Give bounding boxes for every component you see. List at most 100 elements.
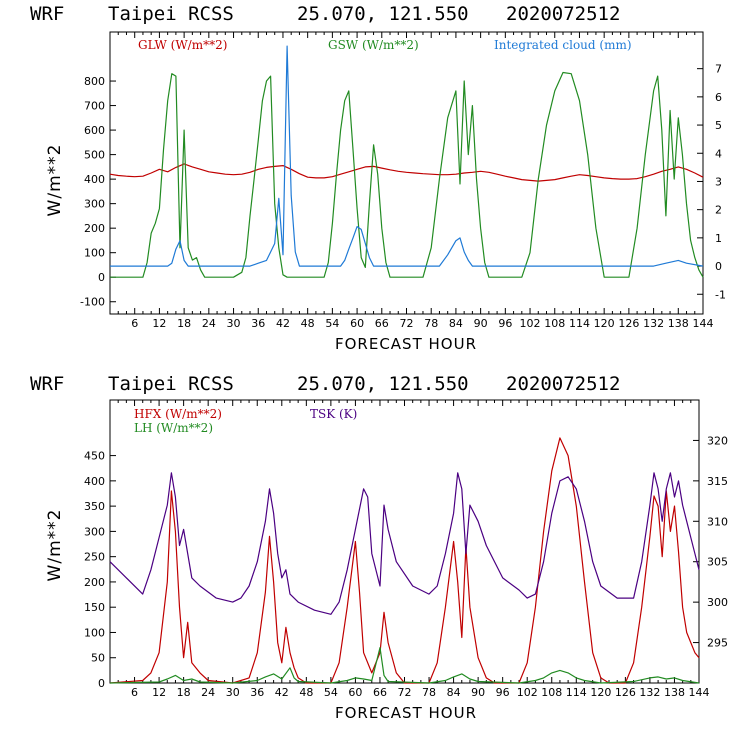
panel2-y2-tick-label: 295 [707, 637, 728, 650]
chart-panel-fluxes: WRF Taipei RCSS 25.070, 121.550 20200725… [30, 373, 728, 722]
panel1-y-tick-label: 300 [84, 198, 105, 211]
panel1-y-tick-label: 700 [84, 100, 105, 113]
panel1-axis-ticks: 6 12 18 24 30 36 42 48 54 60 66 72 78 84 90 96 102 108 114… [80, 32, 726, 330]
panel2-header-init: 2020072512 [506, 373, 620, 395]
panel1-header-init: 2020072512 [506, 3, 620, 25]
panel2-x-tick-label: 132 [639, 686, 660, 699]
panel1-x-tick-label: 78 [424, 317, 438, 330]
panel1-header-model: WRF [30, 3, 64, 25]
panel2-axis-ticks: 6 12 18 24 30 36 42 48 54 60 66 72 78 84 90 96 102 108 114… [84, 400, 728, 699]
panel1-header-station: Taipei RCSS [108, 3, 234, 25]
panel1-series-line-glw [109, 163, 704, 182]
panel2-x-tick-label: 54 [324, 686, 338, 699]
panel1-y-tick-label: 600 [84, 124, 105, 137]
panel1-x-tick-label: 114 [569, 317, 590, 330]
panel2-series-line-lh [109, 647, 700, 684]
panel2-y-axis-label: W/m**2 [45, 509, 65, 582]
panel1-y2-tick-label: 6 [715, 91, 722, 104]
panel2-series-line-tsk [109, 472, 700, 615]
panel1-x-tick-label: 42 [276, 317, 290, 330]
chart-panel-radiation: WRF Taipei RCSS 25.070, 121.550 20200725… [30, 3, 726, 353]
panel2-y-tick-label: 400 [84, 475, 105, 488]
panel1-x-tick-label: 90 [474, 317, 488, 330]
panel1-x-tick-label: 30 [227, 317, 241, 330]
panel1-series-line-integrated [110, 45, 704, 267]
panel1-y-tick-label: 500 [84, 149, 105, 162]
panel1-x-tick-label: 36 [251, 317, 265, 330]
panel2-x-tick-label: 12 [152, 686, 166, 699]
panel1-x-axis-label: FORECAST HOUR [335, 335, 477, 353]
panel2-x-tick-label: 36 [250, 686, 264, 699]
panel1-x-tick-label: 54 [325, 317, 339, 330]
panel2-y2-tick-label: 315 [707, 475, 728, 488]
panel1-y2-tick-label: 3 [715, 175, 722, 188]
panel1-x-tick-label: 84 [449, 317, 463, 330]
panel1-x-tick-label: 108 [544, 317, 565, 330]
panel1-x-tick-label: 48 [301, 317, 315, 330]
panel1-y-tick-label: 200 [84, 222, 105, 235]
panel2-y-tick-label: 250 [84, 551, 105, 564]
panel2-y-tick-label: 300 [84, 525, 105, 538]
panel2-x-tick-label: 60 [348, 686, 362, 699]
panel2-x-tick-label: 96 [496, 686, 510, 699]
panel1-x-tick-label: 60 [350, 317, 364, 330]
panel2-x-tick-label: 84 [447, 686, 461, 699]
panel1-series [109, 45, 704, 278]
panel1-y2-tick-label: -1 [715, 288, 726, 301]
panel1-series-line-gsw [110, 71, 704, 278]
panel1-x-tick-label: 144 [693, 317, 714, 330]
panel1-x-tick-label: 102 [520, 317, 541, 330]
panel1-y2-tick-label: 4 [715, 147, 722, 160]
panel2-header-coords: 25.070, 121.550 [297, 373, 469, 395]
panel1-x-tick-label: 126 [618, 317, 639, 330]
panel2-y2-tick-label: 320 [707, 434, 728, 447]
panel2-x-tick-label: 114 [566, 686, 587, 699]
panel2-x-tick-label: 24 [201, 686, 215, 699]
legend-lh: LH (W/m**2) [134, 421, 213, 435]
panel1-y2-tick-label: 7 [715, 63, 722, 76]
panel2-y2-tick-label: 305 [707, 556, 728, 569]
panel1-header-coords: 25.070, 121.550 [297, 3, 469, 25]
panel2-y-tick-label: 50 [91, 652, 105, 665]
legend-tsk: TSK (K) [310, 407, 357, 421]
panel1-plot-frame [109, 31, 704, 315]
panel2-x-tick-label: 102 [517, 686, 538, 699]
panel1-y2-tick-label: 2 [715, 204, 722, 217]
panel2-x-axis-label: FORECAST HOUR [335, 704, 477, 722]
panel2-x-tick-label: 42 [275, 686, 289, 699]
panel1-x-tick-label: 6 [131, 317, 138, 330]
panel1-x-tick-label: 18 [177, 317, 191, 330]
panel1-x-tick-label: 24 [202, 317, 216, 330]
panel2-y-tick-label: 350 [84, 500, 105, 513]
panel1-x-tick-label: 138 [668, 317, 689, 330]
panel2-x-tick-label: 72 [398, 686, 412, 699]
panel2-x-tick-label: 78 [422, 686, 436, 699]
panel1-y-tick-label: -100 [80, 296, 105, 309]
panel2-x-tick-label: 120 [590, 686, 611, 699]
panel1-y-tick-label: 100 [84, 247, 105, 260]
panel1-x-tick-label: 66 [375, 317, 389, 330]
panel2-series [109, 437, 700, 684]
panel1-y2-tick-label: 5 [715, 119, 722, 132]
panel2-x-tick-label: 90 [471, 686, 485, 699]
panel1-y-tick-label: 400 [84, 173, 105, 186]
panel1-x-tick-label: 72 [400, 317, 414, 330]
legend-gsw: GSW (W/m**2) [328, 38, 419, 52]
panel1-y2-tick-label: 1 [715, 232, 722, 245]
panel1-x-tick-label: 96 [498, 317, 512, 330]
panel1-x-tick-label: 120 [594, 317, 615, 330]
panel2-header-station: Taipei RCSS [108, 373, 234, 395]
panel2-x-tick-label: 144 [689, 686, 710, 699]
panel1-y2-tick-label: 0 [715, 260, 722, 273]
panel2-y-tick-label: 450 [84, 450, 105, 463]
panel2-y2-tick-label: 300 [707, 596, 728, 609]
panel2-x-tick-label: 66 [373, 686, 387, 699]
panel2-y-tick-label: 200 [84, 576, 105, 589]
panel2-y-tick-label: 100 [84, 626, 105, 639]
panel2-x-tick-label: 30 [226, 686, 240, 699]
panel2-y-tick-label: 150 [84, 601, 105, 614]
panel2-y-tick-label: 0 [98, 677, 105, 690]
panel2-header-model: WRF [30, 373, 64, 395]
panel1-y-axis-label: W/m**2 [45, 144, 65, 217]
